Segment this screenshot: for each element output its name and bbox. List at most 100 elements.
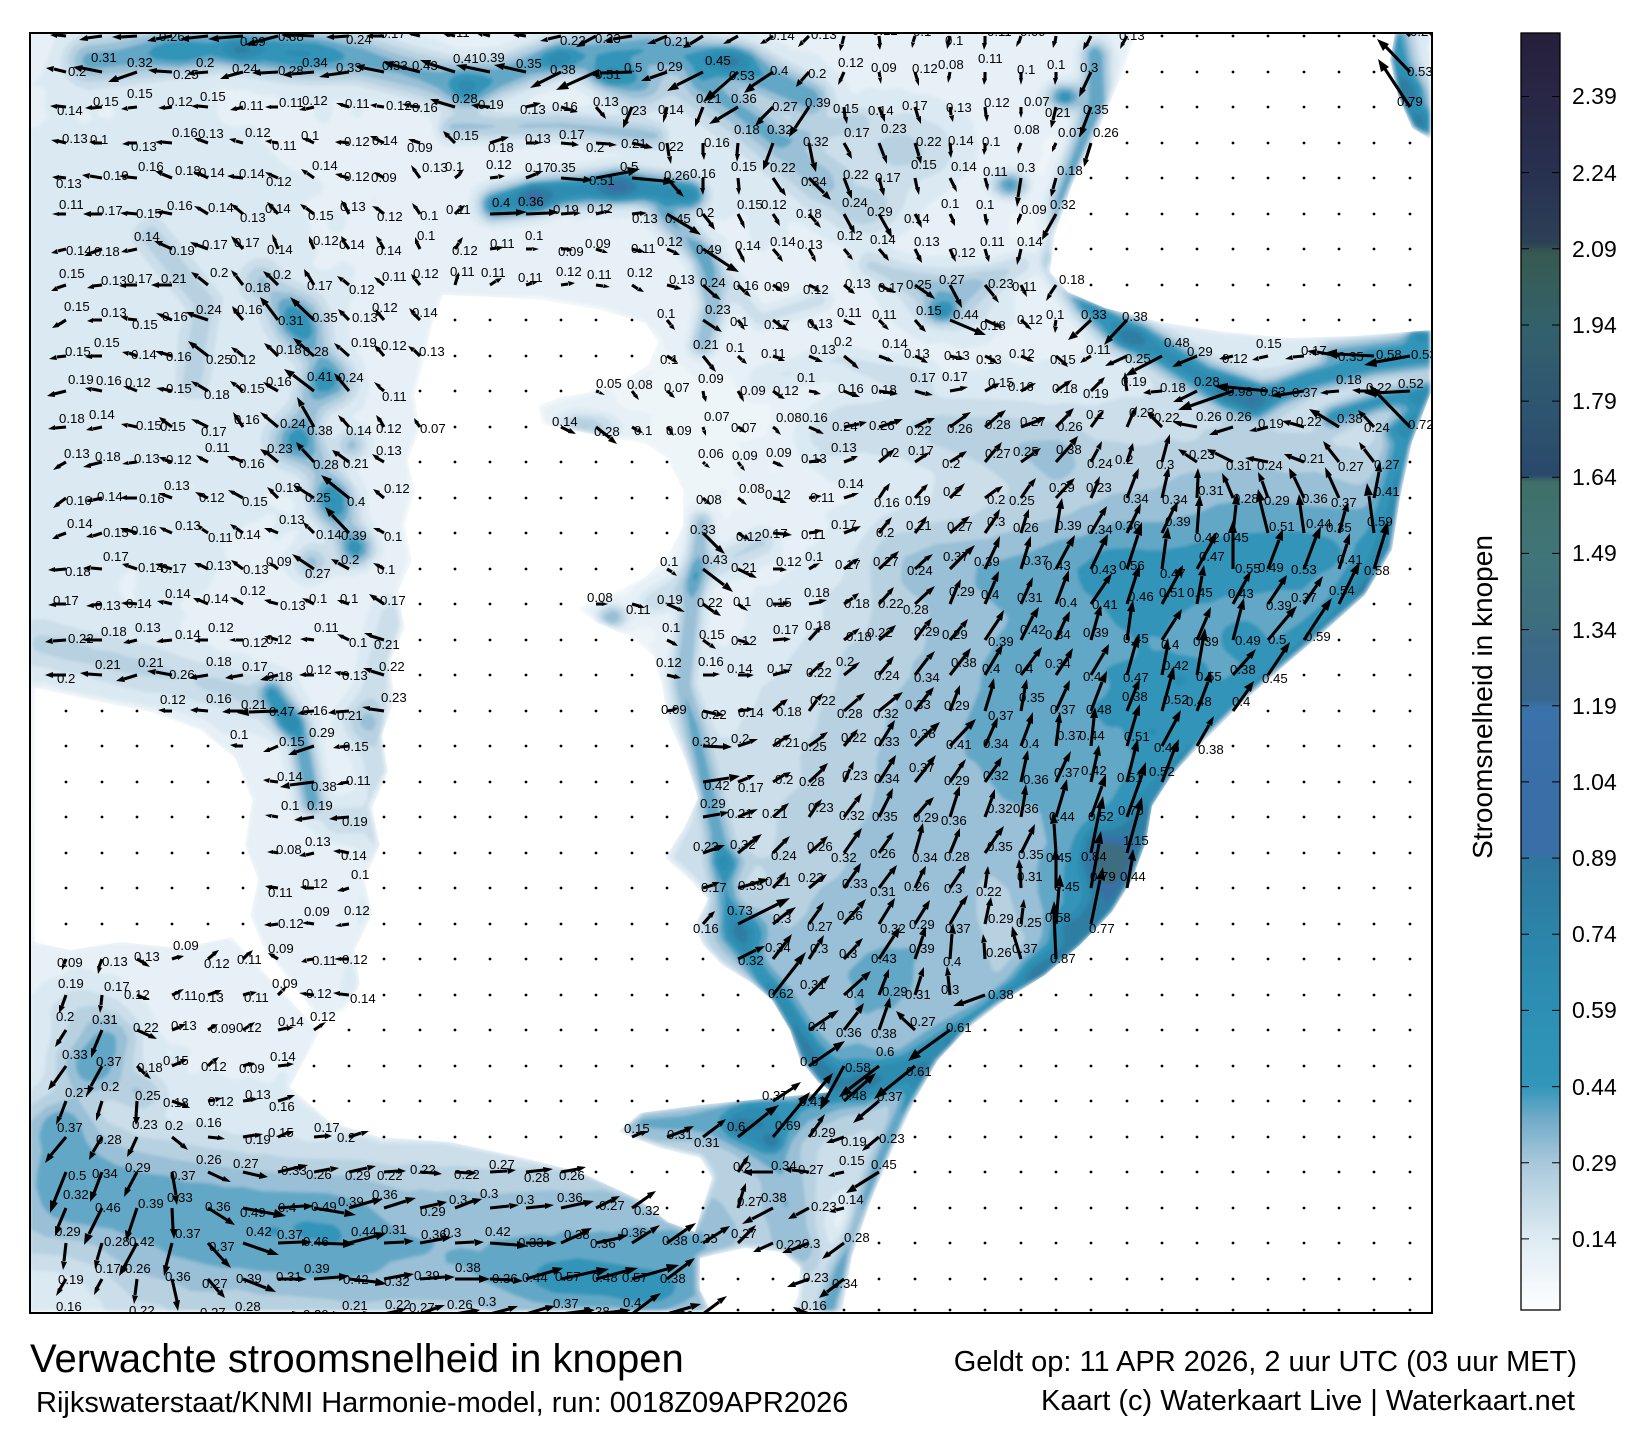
- svg-text:0.12: 0.12: [236, 1020, 262, 1035]
- svg-text:0.09: 0.09: [871, 60, 897, 75]
- svg-text:0.39: 0.39: [1083, 625, 1109, 640]
- svg-text:0.37: 0.37: [96, 1054, 122, 1069]
- svg-text:0.37: 0.37: [1012, 941, 1038, 956]
- svg-text:0.18: 0.18: [980, 318, 1006, 333]
- svg-text:0.62: 0.62: [768, 986, 794, 1001]
- svg-text:0.13: 0.13: [810, 342, 836, 357]
- svg-text:0.09: 0.09: [661, 702, 687, 717]
- svg-text:0.18: 0.18: [805, 618, 831, 633]
- svg-text:0.47: 0.47: [1123, 670, 1149, 685]
- svg-text:0.16: 0.16: [206, 691, 232, 706]
- svg-text:0.47: 0.47: [269, 704, 295, 719]
- svg-text:0.19: 0.19: [68, 372, 94, 387]
- svg-text:0.27: 0.27: [489, 1157, 515, 1172]
- svg-text:0.29: 0.29: [1049, 480, 1075, 495]
- svg-text:0.13: 0.13: [101, 305, 127, 320]
- svg-text:0.29: 0.29: [309, 725, 335, 740]
- svg-text:1.04: 1.04: [1572, 769, 1617, 795]
- svg-text:0.06: 0.06: [698, 446, 724, 461]
- svg-text:0.21: 0.21: [161, 271, 187, 286]
- svg-text:0.23: 0.23: [693, 839, 719, 854]
- svg-text:0.11: 0.11: [837, 305, 862, 320]
- svg-text:0.1: 0.1: [417, 228, 435, 243]
- svg-text:0.14: 0.14: [89, 407, 115, 422]
- svg-text:0.08: 0.08: [1014, 122, 1040, 137]
- svg-text:0.14: 0.14: [658, 102, 684, 117]
- svg-text:0.37: 0.37: [943, 549, 969, 564]
- svg-text:0.14: 0.14: [131, 347, 157, 362]
- svg-text:0.14: 0.14: [552, 414, 578, 429]
- svg-text:0.13: 0.13: [352, 310, 378, 325]
- svg-text:0.25: 0.25: [1016, 915, 1042, 930]
- svg-text:0.11: 0.11: [980, 234, 1005, 249]
- svg-text:0.39: 0.39: [236, 1271, 262, 1286]
- svg-text:0.42: 0.42: [1020, 622, 1046, 637]
- svg-text:0.1: 0.1: [420, 208, 438, 223]
- svg-text:0.32: 0.32: [880, 921, 906, 936]
- svg-text:0.27: 0.27: [233, 1156, 259, 1171]
- svg-text:0.15: 0.15: [160, 419, 186, 434]
- svg-text:0.37: 0.37: [1050, 702, 1076, 717]
- svg-text:0.16: 0.16: [704, 135, 730, 150]
- svg-text:0.5: 0.5: [620, 159, 638, 174]
- svg-text:0.07: 0.07: [1024, 94, 1050, 109]
- svg-text:0.53: 0.53: [729, 68, 755, 83]
- svg-text:0.22: 0.22: [770, 160, 796, 175]
- svg-text:0.39: 0.39: [1266, 598, 1292, 613]
- svg-text:0.11: 0.11: [810, 490, 835, 505]
- svg-text:0.1: 0.1: [90, 132, 108, 147]
- svg-text:0.08: 0.08: [739, 481, 765, 496]
- svg-text:0.25: 0.25: [206, 352, 232, 367]
- svg-text:0.33: 0.33: [518, 1235, 544, 1250]
- svg-text:0.33: 0.33: [1081, 307, 1107, 322]
- svg-text:0.25: 0.25: [1125, 351, 1151, 366]
- svg-text:0.1: 0.1: [1046, 307, 1064, 322]
- svg-text:0.51: 0.51: [1159, 585, 1185, 600]
- svg-text:0.15: 0.15: [731, 159, 757, 174]
- svg-text:0.18: 0.18: [871, 382, 897, 397]
- svg-text:0.1: 0.1: [726, 340, 744, 355]
- svg-text:0.39: 0.39: [138, 1196, 164, 1211]
- svg-text:0.11: 0.11: [382, 389, 407, 404]
- svg-text:0.37: 0.37: [57, 1120, 83, 1135]
- svg-text:0.26: 0.26: [1226, 409, 1252, 424]
- svg-text:0.49: 0.49: [240, 1205, 266, 1220]
- svg-text:0.26: 0.26: [1196, 409, 1222, 424]
- svg-text:0.27: 0.27: [599, 1198, 625, 1213]
- svg-text:0.61: 0.61: [946, 1020, 972, 1035]
- svg-text:0.33: 0.33: [382, 58, 408, 73]
- svg-text:0.34: 0.34: [801, 174, 827, 189]
- svg-text:0.28: 0.28: [1233, 491, 1259, 506]
- svg-text:0.39: 0.39: [1165, 514, 1191, 529]
- svg-text:0.34: 0.34: [765, 940, 791, 955]
- svg-text:0.38: 0.38: [910, 726, 936, 741]
- svg-text:0.26: 0.26: [986, 945, 1012, 960]
- svg-text:0.1: 0.1: [730, 314, 748, 329]
- svg-text:0.43: 0.43: [1091, 562, 1117, 577]
- svg-text:0.27: 0.27: [939, 272, 965, 287]
- svg-text:0.23: 0.23: [988, 276, 1014, 291]
- svg-text:0.12: 0.12: [302, 876, 328, 891]
- svg-text:0.51: 0.51: [1124, 729, 1150, 744]
- svg-text:0.32: 0.32: [803, 134, 829, 149]
- svg-text:0.28: 0.28: [985, 417, 1011, 432]
- svg-text:0.14: 0.14: [868, 103, 894, 118]
- svg-text:0.14: 0.14: [1017, 234, 1043, 249]
- svg-text:0.11: 0.11: [987, 24, 1012, 39]
- svg-text:0.12: 0.12: [278, 916, 304, 931]
- svg-text:0.14: 0.14: [67, 516, 93, 531]
- svg-text:0.17: 0.17: [762, 526, 788, 541]
- svg-text:0.1: 0.1: [657, 306, 675, 321]
- svg-text:0.51: 0.51: [595, 67, 621, 82]
- svg-text:0.35: 0.35: [550, 160, 576, 175]
- svg-text:0.24: 0.24: [832, 419, 858, 434]
- svg-text:0.15: 0.15: [699, 627, 725, 642]
- svg-text:0.16: 0.16: [412, 100, 438, 115]
- svg-text:0.16: 0.16: [266, 374, 292, 389]
- svg-text:0.13: 0.13: [102, 954, 128, 969]
- svg-text:0.17: 0.17: [738, 780, 764, 795]
- svg-text:0.21: 0.21: [731, 560, 757, 575]
- svg-text:0.53: 0.53: [1407, 64, 1433, 79]
- svg-text:0.18: 0.18: [59, 411, 85, 426]
- svg-text:0.1: 0.1: [340, 591, 358, 606]
